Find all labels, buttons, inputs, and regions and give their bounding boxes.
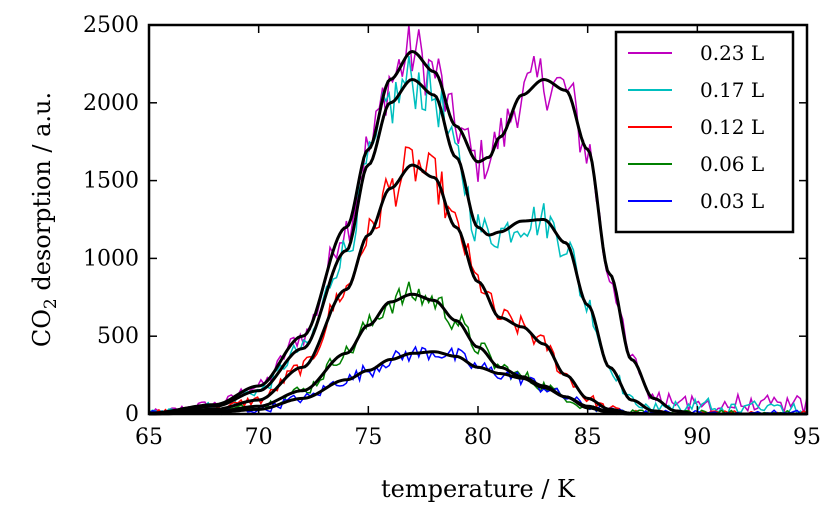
legend-box — [614, 30, 795, 234]
x-tick-label-1: 70 — [245, 425, 273, 450]
y-tick-label-0: 0 — [125, 402, 139, 427]
y-axis-label-rest: desorption / a.u. — [28, 92, 56, 298]
x-tick-label-4: 85 — [574, 425, 602, 450]
x-tick-label-2: 75 — [354, 425, 382, 450]
x-tick-label-5: 90 — [683, 425, 711, 450]
x-axis-label: temperature / K — [381, 475, 576, 503]
y-tick-label-4: 2000 — [83, 91, 139, 116]
series-line-4 — [148, 345, 808, 416]
legend-label-3: 0.06 L — [700, 152, 764, 176]
y-tick-label-5: 2500 — [83, 13, 139, 38]
y-axis-label-subscript: 2 — [41, 298, 61, 309]
fit-curve-4 — [149, 350, 807, 416]
y-tick-label-2: 1000 — [83, 246, 139, 271]
legend-label-2: 0.12 L — [700, 115, 764, 139]
y-tick-label-3: 1500 — [83, 169, 139, 194]
legend-label-0: 0.23 L — [700, 41, 764, 65]
ticks-layer: 65 70 75 80 85 90 95 0 500 1000 1500 2000 2500 — [83, 13, 821, 450]
legend-label-1: 0.17 L — [700, 78, 764, 102]
series-line-0 — [148, 24, 808, 415]
y-tick-label-1: 500 — [97, 324, 139, 349]
legend: 0.23 L 0.17 L 0.12 L 0.06 L 0.03 L — [614, 30, 795, 234]
x-tick-label-0: 65 — [135, 425, 163, 450]
x-tick-label-3: 80 — [464, 425, 492, 450]
legend-label-4: 0.03 L — [700, 189, 764, 213]
y-axis-label-main: CO — [28, 309, 56, 347]
labels-layer: temperature / K CO2 desorption / a.u. — [28, 92, 576, 503]
x-tick-label-6: 95 — [793, 425, 821, 450]
y-axis-label: CO2 desorption / a.u. — [28, 92, 61, 347]
